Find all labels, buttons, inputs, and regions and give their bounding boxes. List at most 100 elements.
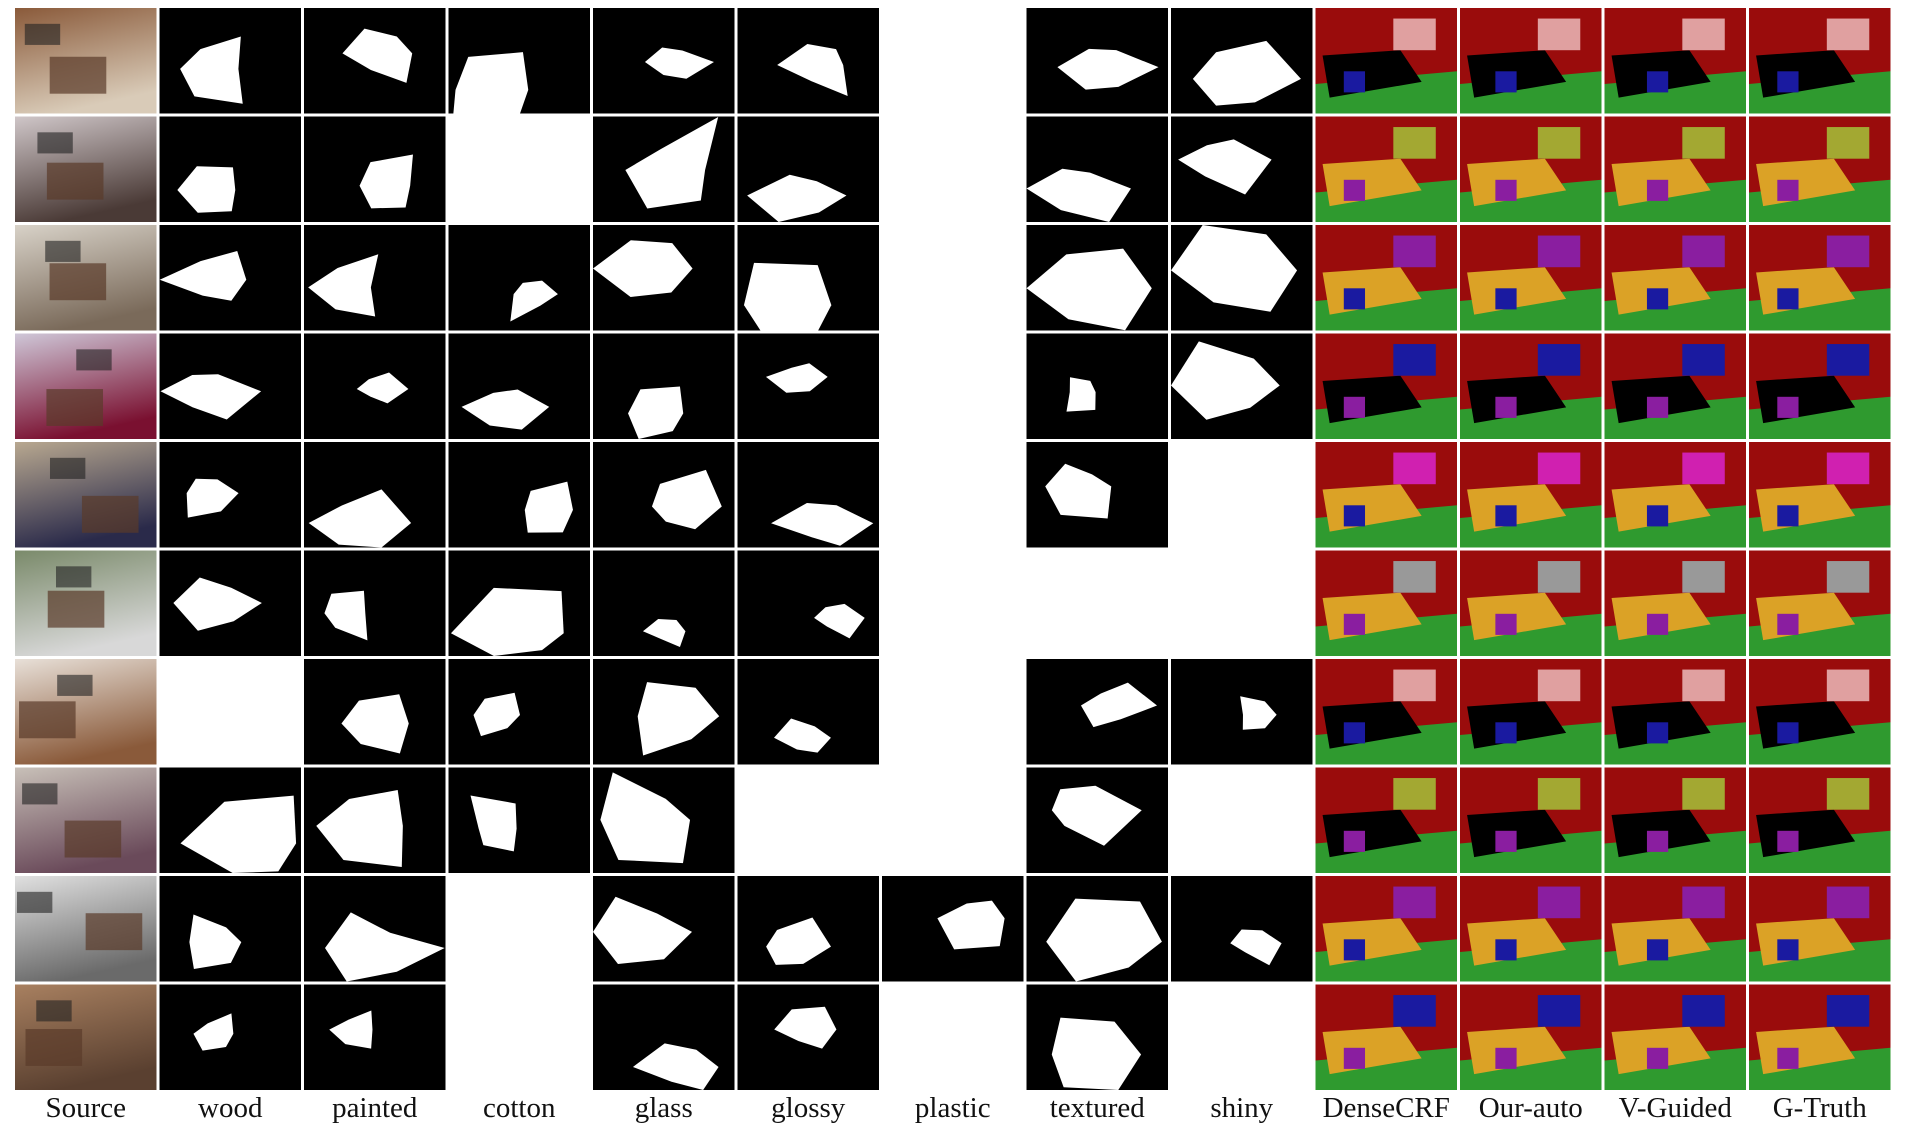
photo-object [76,349,111,370]
seg-object [1344,831,1365,852]
cell [593,442,735,548]
cell [1460,985,1602,1091]
seg-object [1827,236,1869,268]
seg-object [1682,19,1724,51]
seg-object [1495,180,1516,201]
mask-region [744,263,831,331]
cell [1316,551,1458,657]
cell [1316,334,1458,440]
cell [160,768,302,874]
cell [304,768,446,874]
cell [882,876,1024,982]
photo-object [47,163,104,200]
cell [160,117,302,223]
cell [15,334,157,440]
seg-object [1495,939,1516,960]
cell [304,659,446,765]
cell [160,551,302,657]
cell [304,8,446,114]
seg-object [1682,453,1724,485]
cell [593,551,735,657]
cell [1605,985,1747,1091]
mask [160,876,302,982]
seg-object [1344,505,1365,526]
seg-object [1495,71,1516,92]
cell [738,876,880,982]
column-label: Source [45,1092,126,1124]
seg-object [1538,778,1580,810]
photo-object [65,821,122,858]
cell [15,985,157,1091]
cell [160,876,302,982]
cell [1605,442,1747,548]
column-label: V-Guided [1619,1092,1733,1124]
seg-object [1682,127,1724,159]
seg-object [1777,722,1798,743]
cell [738,985,880,1091]
photo-object [17,892,52,913]
seg-object [1393,778,1435,810]
cell [1749,876,1891,982]
cell [1749,768,1891,874]
column-label: Our-auto [1479,1092,1583,1124]
cell [15,8,157,114]
cell [15,768,157,874]
seg-object [1827,995,1869,1027]
photo-object [37,132,72,153]
cell [1171,225,1313,331]
cell [1171,117,1313,223]
column-label: textured [1050,1092,1146,1124]
cell [15,442,157,548]
mask [304,985,446,1091]
seg-object [1393,670,1435,702]
seg-object [1344,180,1365,201]
cell [738,551,880,657]
column-label: wood [198,1092,263,1124]
cell [1027,117,1169,223]
photo-object [50,263,107,300]
seg-object [1682,995,1724,1027]
cell [1171,8,1313,114]
cell [449,8,591,114]
mask [738,551,880,657]
seg-object [1495,1048,1516,1069]
cell [593,876,735,982]
cell [15,876,157,982]
mask [304,551,446,657]
cell [1460,8,1602,114]
mask [449,768,591,874]
photo-object [57,675,92,696]
cell [1460,768,1602,874]
seg-object [1393,19,1435,51]
cell [1749,334,1891,440]
cell [1460,876,1602,982]
cell [1749,551,1891,657]
seg-object [1777,397,1798,418]
cell [1171,334,1313,440]
cell [1171,659,1313,765]
cell [304,876,446,982]
cell [1316,768,1458,874]
seg-object [1647,71,1668,92]
seg-object [1647,1048,1668,1069]
seg-object [1538,561,1580,593]
seg-object [1682,778,1724,810]
column-label: painted [332,1092,418,1124]
cell [1316,985,1458,1091]
seg-object [1647,397,1668,418]
photo-object [22,783,57,804]
cell [304,334,446,440]
cell [1460,551,1602,657]
seg-object [1647,939,1668,960]
cell [1316,659,1458,765]
cell [1316,8,1458,114]
seg-object [1647,722,1668,743]
cell [1460,442,1602,548]
seg-object [1495,614,1516,635]
mask [1027,334,1169,440]
cell [1027,659,1169,765]
seg-object [1682,561,1724,593]
photo-object [56,566,91,587]
cell [593,225,735,331]
seg-object [1538,344,1580,376]
